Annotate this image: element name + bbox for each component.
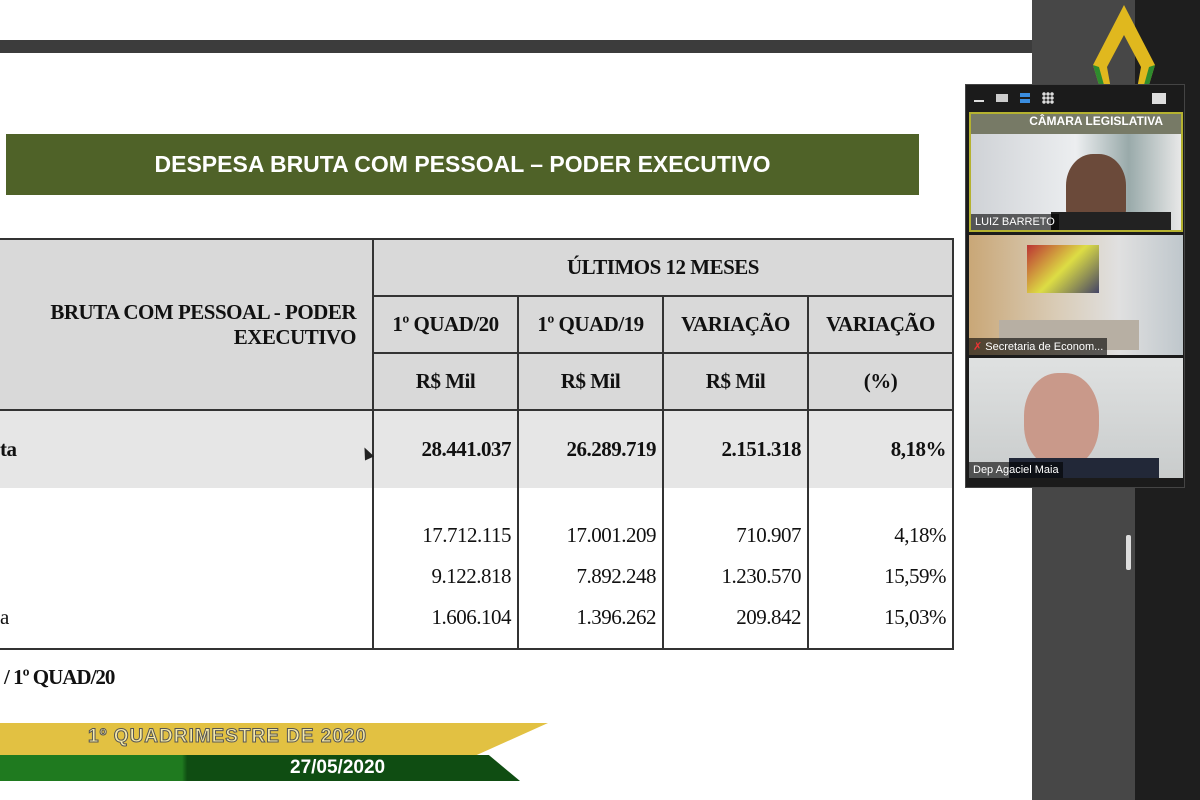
cell: 15,03% <box>807 605 954 650</box>
group-header: ÚLTIMOS 12 MESES <box>372 238 954 297</box>
row-label: a <box>0 605 374 650</box>
cell: 15,59% <box>807 548 954 605</box>
cell: 26.289.719 <box>517 409 664 488</box>
thumbnail-view-icon[interactable] <box>996 94 1008 102</box>
participant-tile[interactable]: Dep Agaciel Maia <box>969 358 1183 478</box>
cell: 1.396.262 <box>517 605 664 650</box>
presentation-slide: DESPESA BRUTA COM PESSOAL – PODER EXECUT… <box>0 53 1032 800</box>
cell: 9.122.818 <box>372 548 519 605</box>
camara-logo-overlay: CÂMARA LEGISLATIVA <box>971 114 1181 134</box>
table-row-total: ta 28.441.037 26.289.719 2.151.318 8,18% <box>0 409 954 488</box>
banner-period: 1º QUADRIMESTRE DE 2020 <box>87 726 368 748</box>
unit-header: R$ Mil <box>372 352 519 411</box>
participant-name-text: Secretaria de Econom... <box>985 341 1104 353</box>
column-header: 1º QUAD/19 <box>517 295 664 354</box>
cell: 1.230.570 <box>662 548 809 605</box>
column-header: VARIAÇÃO <box>662 295 809 354</box>
exit-fullscreen-icon[interactable] <box>1152 92 1166 104</box>
banner-green <box>0 755 520 781</box>
footnote: / 1º QUAD/20 <box>4 665 115 689</box>
table-row: a 1.606.104 1.396.262 209.842 15,03% <box>0 605 954 650</box>
cell: 17.001.209 <box>517 488 664 548</box>
camara-legislativa-logo-icon <box>1093 5 1155 105</box>
row-header: BRUTA COM PESSOAL - PODER EXECUTIVO <box>0 238 374 411</box>
participant-name: Dep Agaciel Maia <box>969 462 1063 478</box>
column-header: 1º QUAD/20 <box>372 295 519 354</box>
panel-toolbar <box>966 85 1184 111</box>
unit-header: (%) <box>807 352 954 411</box>
unit-header: R$ Mil <box>517 352 664 411</box>
row-label: ta <box>0 409 374 488</box>
slide-top-area <box>0 0 1032 40</box>
speaker-view-icon[interactable] <box>1020 93 1030 103</box>
painting <box>1027 245 1099 293</box>
row-label <box>0 548 374 605</box>
table-row: 9.122.818 7.892.248 1.230.570 15,59% <box>0 548 954 605</box>
expense-table: BRUTA COM PESSOAL - PODER EXECUTIVO ÚLTI… <box>0 238 954 650</box>
cell: 17.712.115 <box>372 488 519 548</box>
participant-video <box>1024 373 1099 468</box>
cell: 8,18% <box>807 409 954 488</box>
cell: 710.907 <box>662 488 809 548</box>
cell: 28.441.037 <box>372 409 519 488</box>
muted-icon: ✗ <box>973 341 983 353</box>
banner-date: 27/05/2020 <box>290 757 386 778</box>
slide-divider <box>0 40 1032 53</box>
row-label <box>0 488 374 548</box>
slide-title: DESPESA BRUTA COM PESSOAL – PODER EXECUT… <box>6 134 919 195</box>
cell: 4,18% <box>807 488 954 548</box>
cell: 209.842 <box>662 605 809 650</box>
column-header: VARIAÇÃO <box>807 295 954 354</box>
video-panel: CÂMARA LEGISLATIVA LUIZ BARRETO ✗ Secret… <box>965 84 1185 488</box>
participant-tile[interactable]: ✗ Secretaria de Econom... <box>969 235 1183 355</box>
gallery-view-icon[interactable] <box>1042 92 1054 104</box>
participant-body <box>1051 212 1171 230</box>
participant-name: LUIZ BARRETO <box>971 214 1059 230</box>
table-row: 17.712.115 17.001.209 710.907 4,18% <box>0 488 954 548</box>
banner-yellow <box>0 723 548 755</box>
cell: 7.892.248 <box>517 548 664 605</box>
unit-header: R$ Mil <box>662 352 809 411</box>
scrollbar[interactable] <box>1126 535 1131 570</box>
participant-tile[interactable]: CÂMARA LEGISLATIVA LUIZ BARRETO <box>969 112 1183 232</box>
participant-name: ✗ Secretaria de Econom... <box>969 338 1108 355</box>
minimize-icon[interactable] <box>974 100 984 102</box>
cell: 2.151.318 <box>662 409 809 488</box>
cell: 1.606.104 <box>372 605 519 650</box>
